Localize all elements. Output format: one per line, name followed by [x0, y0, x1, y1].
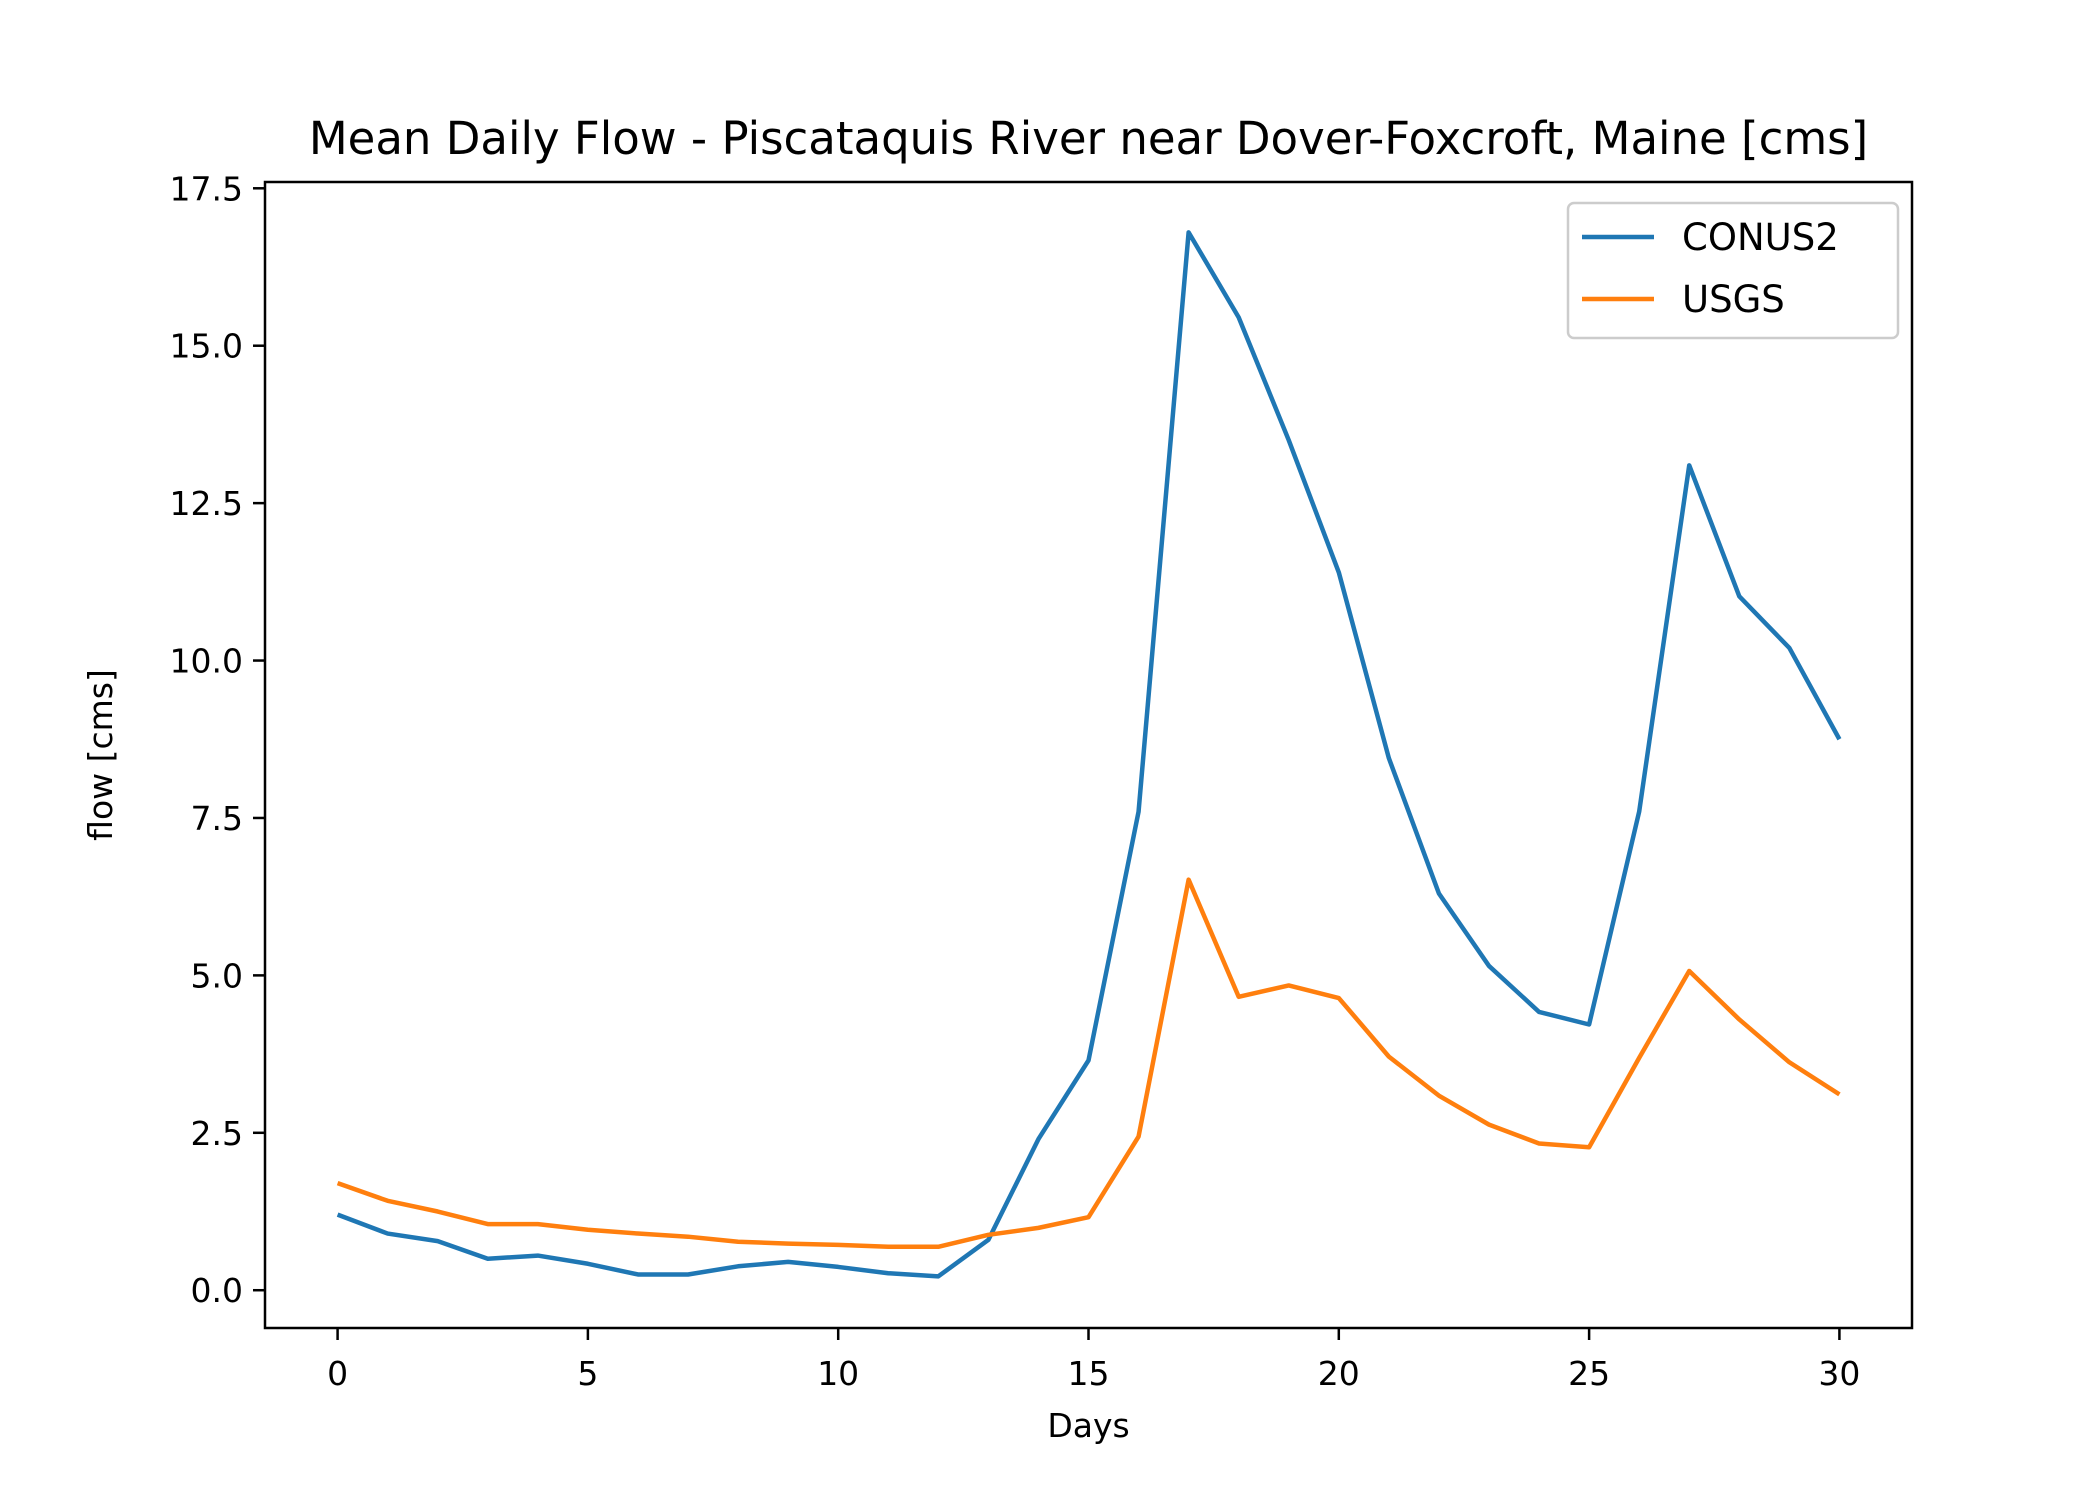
x-axis: 0 5 10 15 20 25 30 [327, 1328, 1860, 1393]
y-tick-label: 7.5 [191, 799, 243, 838]
x-tick-label: 25 [1568, 1354, 1610, 1393]
legend-label: CONUS2 [1682, 216, 1839, 259]
legend: CONUS2 USGS [1566, 201, 1900, 340]
y-tick-label: 10.0 [170, 642, 243, 681]
y-tick-label: 15.0 [170, 327, 243, 366]
y-tick-label: 12.5 [170, 484, 243, 523]
x-tick-label: 30 [1818, 1354, 1860, 1393]
y-tick-label: 2.5 [191, 1114, 243, 1153]
legend-label: USGS [1682, 278, 1785, 321]
x-tick-label: 15 [1068, 1354, 1110, 1393]
x-tick-label: 20 [1318, 1354, 1360, 1393]
y-tick-label: 17.5 [170, 169, 243, 208]
y-axis-label: flow [cms] [81, 669, 120, 841]
y-tick-label: 0.0 [191, 1271, 243, 1310]
series-line-usgs [336, 877, 1841, 1250]
plot-series [336, 230, 1842, 1279]
y-tick-label: 5.0 [191, 956, 243, 995]
x-tick-label: 5 [577, 1354, 598, 1393]
x-tick-label: 0 [327, 1354, 348, 1393]
chart-title: Mean Daily Flow - Piscataquis River near… [309, 112, 1868, 165]
x-axis-label: Days [1047, 1406, 1129, 1445]
x-tick-label: 10 [817, 1354, 859, 1393]
series-line-conus2 [336, 230, 1842, 1279]
y-axis: 0.0 2.5 5.0 7.5 10.0 12.5 15.0 17.5 [170, 169, 265, 1310]
